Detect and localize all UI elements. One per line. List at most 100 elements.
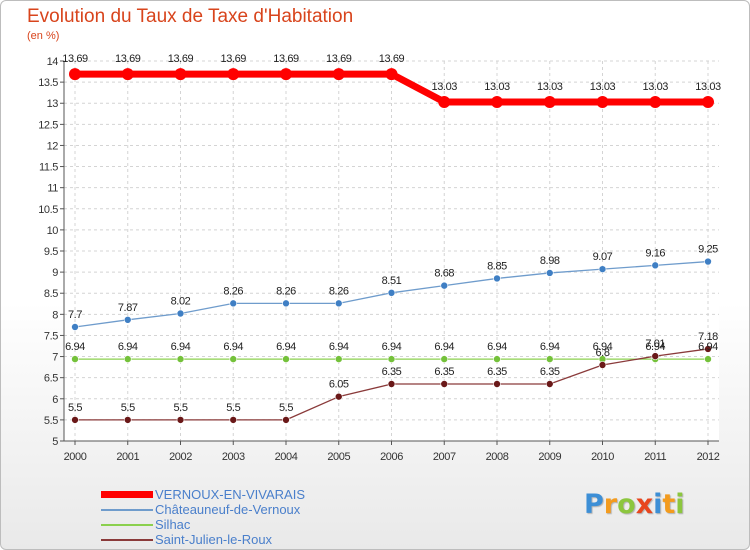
data-label: 6.94 <box>65 341 85 353</box>
data-point <box>440 380 449 388</box>
x-tick-label: 2010 <box>591 451 614 463</box>
y-tick-label: 9 <box>52 267 58 279</box>
legend: VERNOUX-EN-VIVARAIS Châteauneuf-de-Vernou… <box>101 487 305 547</box>
data-point <box>123 416 132 424</box>
data-point <box>438 95 451 108</box>
data-label: 6.94 <box>118 341 138 353</box>
data-point <box>387 288 396 297</box>
y-tick-label: 8 <box>52 309 58 321</box>
data-label: 8.85 <box>487 260 507 272</box>
unit-label: (en %) <box>27 30 60 42</box>
data-label: 5.5 <box>121 402 135 414</box>
data-label: 6.94 <box>593 341 613 353</box>
x-tick-label: 2004 <box>275 451 298 463</box>
y-tick-label: 6.5 <box>44 373 58 385</box>
data-label: 13.03 <box>484 81 510 93</box>
proxiti-logo: Proxiti <box>584 489 685 520</box>
data-label: 8.98 <box>540 255 560 267</box>
y-tick-label: 8.5 <box>44 288 58 300</box>
data-label: 9.16 <box>645 247 665 259</box>
data-label: 8.26 <box>329 285 349 297</box>
data-point <box>651 261 660 270</box>
data-point <box>493 355 501 363</box>
data-point <box>176 416 185 424</box>
logo-letter: o <box>617 489 636 520</box>
data-label: 6.94 <box>329 341 349 353</box>
data-point <box>282 299 290 308</box>
data-label: 13.03 <box>537 81 563 93</box>
data-label: 6.94 <box>434 341 454 353</box>
data-point <box>491 95 503 108</box>
legend-item: Châteauneuf-de-Vernoux <box>101 502 305 517</box>
data-point <box>229 416 238 424</box>
data-label: 7.01 <box>645 338 665 350</box>
data-label: 13.03 <box>695 81 721 93</box>
data-label: 13.69 <box>220 53 246 65</box>
data-label: 6.35 <box>540 366 560 378</box>
x-tick-label: 2011 <box>644 451 666 463</box>
y-tick-label: 13.5 <box>38 77 58 89</box>
x-tick-label: 2003 <box>222 451 245 463</box>
legend-swatch <box>101 523 153 526</box>
data-point <box>229 299 238 308</box>
data-label: 13.03 <box>590 81 616 93</box>
legend-label: Saint-Julien-le-Roux <box>155 532 273 547</box>
data-label: 6.35 <box>434 366 454 378</box>
data-label: 6.94 <box>645 341 665 353</box>
y-tick-label: 11 <box>47 183 58 195</box>
data-point <box>332 68 345 81</box>
chart-title: Evolution du Taux de Taxe d'Habitation <box>27 6 354 27</box>
x-tick-label: 2009 <box>538 451 561 463</box>
data-label: 9.25 <box>698 244 718 256</box>
data-point <box>545 380 554 388</box>
y-tick-label: 5 <box>52 436 58 448</box>
x-tick-label: 2007 <box>433 451 456 463</box>
legend-item: Saint-Julien-le-Roux <box>101 532 305 547</box>
data-point <box>334 392 343 401</box>
data-label: 6.94 <box>171 341 191 353</box>
data-label: 8.02 <box>171 295 191 307</box>
data-label: 6.35 <box>487 366 507 378</box>
data-point <box>229 355 238 363</box>
logo-letter: t <box>662 489 676 520</box>
data-label: 5.5 <box>279 402 293 414</box>
data-label: 8.26 <box>276 285 296 297</box>
data-point <box>440 355 449 363</box>
data-point <box>704 257 712 266</box>
data-point <box>598 265 607 273</box>
data-point <box>387 380 396 388</box>
y-tick-label: 12.5 <box>38 119 58 131</box>
data-point <box>123 316 132 324</box>
data-point <box>71 416 79 424</box>
data-point <box>704 355 712 363</box>
logo-letter: x <box>635 489 654 520</box>
data-point <box>704 345 712 353</box>
logo-letter: i <box>653 489 663 520</box>
data-point <box>71 323 79 331</box>
data-point <box>543 95 556 108</box>
x-tick-label: 2000 <box>64 451 87 463</box>
legend-item: Silhac <box>101 517 305 532</box>
y-tick-label: 10 <box>47 225 59 237</box>
logo-letter: r <box>603 489 618 520</box>
data-label: 6.35 <box>382 366 402 378</box>
data-label: 6.94 <box>223 341 243 353</box>
data-point <box>598 361 607 369</box>
data-point <box>71 355 79 363</box>
data-label: 13.69 <box>168 53 194 65</box>
data-label: 6.8 <box>595 347 609 359</box>
data-label: 13.03 <box>642 81 668 93</box>
data-point <box>69 68 81 81</box>
data-label: 6.94 <box>276 341 296 353</box>
y-tick-label: 7 <box>52 352 58 364</box>
x-tick-label: 2001 <box>116 451 139 463</box>
data-label: 13.03 <box>431 81 457 93</box>
data-point <box>176 309 185 318</box>
data-point <box>649 95 662 108</box>
data-label: 6.94 <box>487 341 507 353</box>
data-point <box>493 380 501 388</box>
x-tick-label: 2006 <box>380 451 403 463</box>
data-label: 6.94 <box>698 341 718 353</box>
data-label: 5.5 <box>173 402 187 414</box>
data-label: 13.69 <box>115 53 141 65</box>
